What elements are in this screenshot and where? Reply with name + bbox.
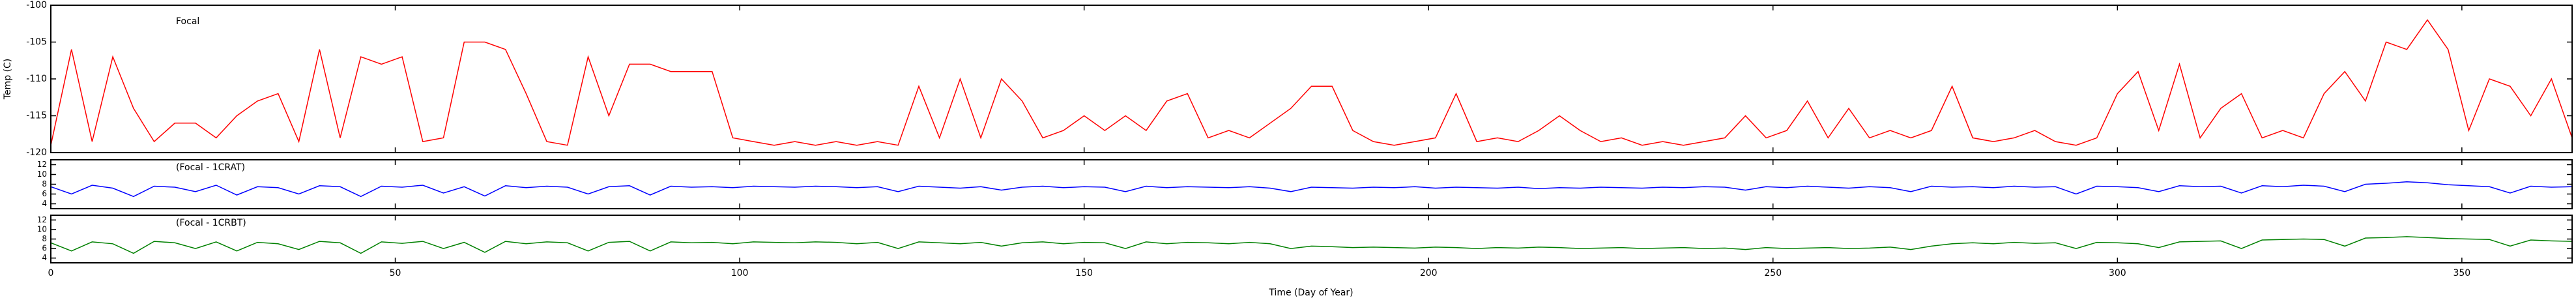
x-axis-label: Time (Day of Year) <box>1268 288 1353 297</box>
data-line <box>50 19 2573 146</box>
x-tick-label: 150 <box>1075 268 1093 278</box>
x-tick-label: 350 <box>2453 268 2470 278</box>
y-tick-label: 12 <box>37 160 47 169</box>
y-tick-label: 4 <box>42 253 47 262</box>
panel-annotation: Focal <box>176 16 199 27</box>
data-line <box>50 181 2573 198</box>
y-tick-label: 8 <box>42 234 47 243</box>
axes-frame <box>50 159 2573 209</box>
y-axis-label: Temp (C) <box>3 59 13 100</box>
x-tick-label: 300 <box>2109 268 2126 278</box>
x-tick-label: 0 <box>48 268 54 278</box>
y-tick-label: 8 <box>42 179 47 188</box>
panel-annotation: (Focal - 1CRAT) <box>176 162 245 173</box>
y-tick-label: 12 <box>37 215 47 224</box>
y-tick-label: 6 <box>42 189 47 198</box>
axes-frame <box>50 5 2573 153</box>
data-line <box>50 236 2573 254</box>
x-tick-label: 250 <box>1764 268 1782 278</box>
y-tick-label: 10 <box>37 170 47 179</box>
x-tick-label: 50 <box>390 268 401 278</box>
y-tick-label: -100 <box>26 0 47 10</box>
x-tick-label: 200 <box>1420 268 1438 278</box>
panel-annotation: (Focal - 1CRBT) <box>176 218 246 228</box>
y-tick-label: -120 <box>26 147 47 158</box>
axes-frame <box>50 215 2573 263</box>
x-tick-label: 100 <box>731 268 749 278</box>
y-tick-label: -105 <box>26 37 47 48</box>
y-tick-label: 4 <box>42 199 47 208</box>
y-tick-label: 10 <box>37 224 47 233</box>
y-tick-label: -115 <box>26 111 47 121</box>
y-tick-label: 6 <box>42 244 47 253</box>
y-tick-label: -110 <box>26 74 47 84</box>
